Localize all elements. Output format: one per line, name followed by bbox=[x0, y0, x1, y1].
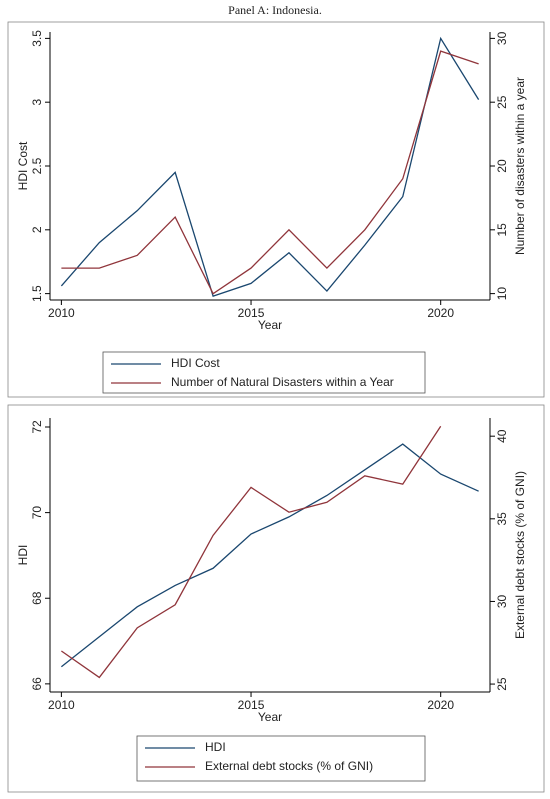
x-tick-label: 2020 bbox=[427, 306, 454, 320]
legend-label: Number of Natural Disasters within a Yea… bbox=[171, 375, 394, 389]
x-axis-label: Year bbox=[258, 710, 282, 724]
y2-tick-label: 15 bbox=[495, 223, 509, 237]
legend-label: HDI Cost bbox=[171, 356, 220, 370]
y2-tick-label: 35 bbox=[495, 512, 509, 526]
y-tick-label: 3.5 bbox=[30, 30, 44, 47]
series-line bbox=[61, 50, 479, 295]
y-tick-label: 68 bbox=[30, 591, 44, 605]
series-line bbox=[61, 425, 442, 679]
y2-tick-label: 10 bbox=[495, 287, 509, 301]
y2-axis-label: External debt stocks (% of GNI) bbox=[513, 471, 527, 639]
y-tick-label: 2 bbox=[30, 226, 44, 233]
y-axis-label: HDI Cost bbox=[16, 141, 30, 190]
y2-tick-label: 40 bbox=[495, 429, 509, 443]
y2-tick-label: 25 bbox=[495, 677, 509, 691]
legend-box bbox=[102, 351, 426, 394]
x-axis-label: Year bbox=[258, 318, 282, 332]
y-tick-label: 1.5 bbox=[30, 285, 44, 302]
panel-frame bbox=[7, 21, 545, 398]
y2-tick-label: 25 bbox=[495, 95, 509, 109]
panel-frame bbox=[7, 404, 545, 793]
x-tick-label: 2010 bbox=[48, 698, 75, 712]
y-tick-label: 72 bbox=[30, 420, 44, 434]
figure-title: Panel A: Indonesia. bbox=[228, 3, 322, 17]
legend-label: HDI bbox=[205, 740, 226, 754]
y-tick-label: 2.5 bbox=[30, 157, 44, 174]
y2-axis-label: Number of disasters within a year bbox=[513, 77, 527, 255]
x-tick-label: 2010 bbox=[48, 306, 75, 320]
series-line bbox=[60, 443, 479, 668]
x-tick-label: 2015 bbox=[238, 698, 265, 712]
x-tick-label: 2015 bbox=[238, 306, 265, 320]
y2-tick-label: 30 bbox=[495, 31, 509, 45]
y-tick-label: 70 bbox=[30, 506, 44, 520]
y-tick-label: 66 bbox=[30, 677, 44, 691]
y-axis-label: HDI bbox=[16, 545, 30, 566]
legend-label: External debt stocks (% of GNI) bbox=[205, 759, 373, 773]
y2-tick-label: 20 bbox=[495, 159, 509, 173]
series-line bbox=[60, 36, 480, 298]
y2-tick-label: 30 bbox=[495, 594, 509, 608]
legend-box bbox=[136, 735, 426, 782]
y-tick-label: 3 bbox=[30, 99, 44, 106]
x-tick-label: 2020 bbox=[427, 698, 454, 712]
